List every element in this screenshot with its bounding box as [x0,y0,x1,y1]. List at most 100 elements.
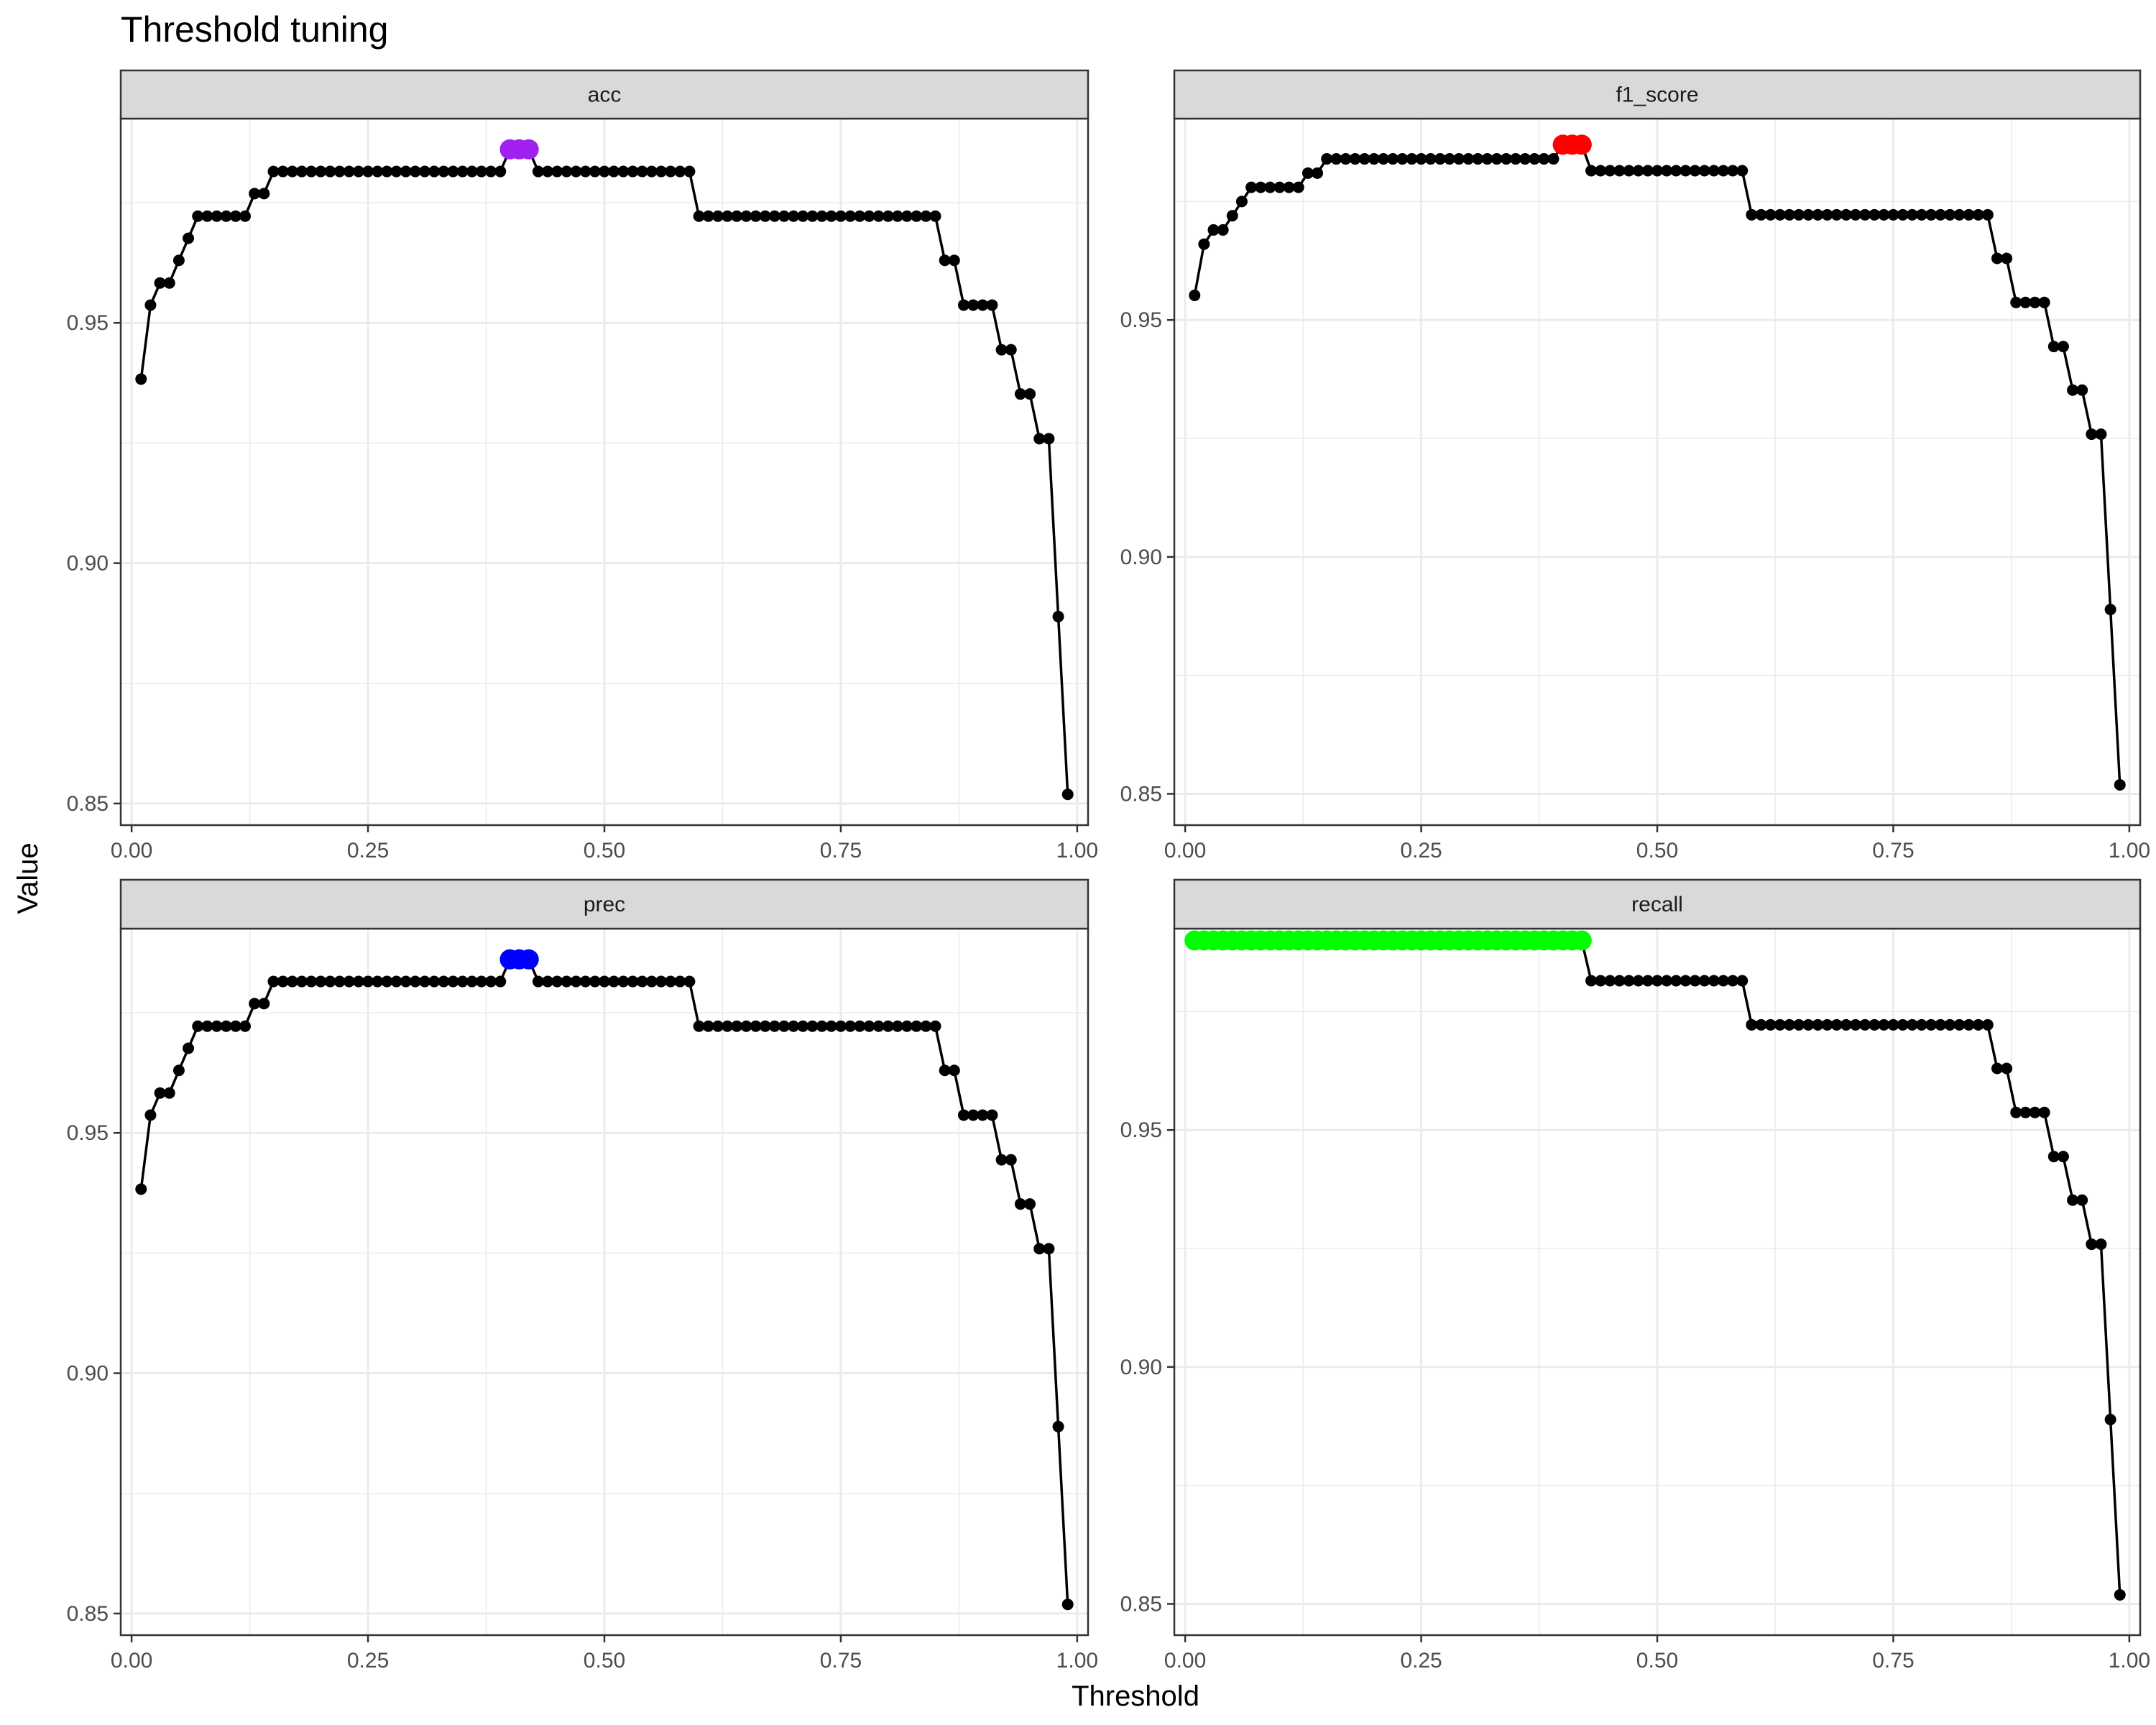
data-point [201,210,213,222]
data-point [229,1020,241,1032]
data-point [154,1087,166,1099]
y-tick-label: 0.90 [67,552,109,576]
data-point [419,165,431,178]
data-point [2067,1194,2079,1206]
data-point [1378,153,1390,165]
panel-grid [121,119,1088,825]
data-point [1292,181,1304,193]
data-point [617,975,630,988]
data-point [1755,208,1767,221]
data-point [1415,153,1427,165]
data-point [882,1020,894,1032]
data-point [1519,153,1531,165]
data-point [1651,165,1663,177]
data-point [863,1020,875,1032]
data-point [1915,1018,1927,1031]
data-point [1727,975,1739,987]
data-point [1953,208,1966,221]
data-point [920,210,932,222]
data-point [315,975,327,988]
data-point [1330,153,1342,165]
data-point [362,165,374,178]
data-point [532,975,544,988]
panel-acc: acc 0.00 0.25 0.50 0.75 1.00 0.85 0.90 0.95 [67,69,1098,862]
data-point [1005,344,1017,356]
data-point [693,1020,705,1032]
data-point [2038,296,2050,308]
data-point [381,165,393,178]
data-point [1604,165,1616,177]
data-point [1043,433,1055,445]
data-point [1774,1018,1786,1031]
data-point [882,210,894,222]
data-point [532,165,544,178]
data-point [1061,788,1074,801]
data-point [844,1020,857,1032]
data-point [1661,975,1673,987]
data-point [570,975,582,988]
data-point [1840,208,1852,221]
data-point [645,165,658,178]
data-point [1661,165,1673,177]
data-point [305,975,318,988]
data-point [494,165,507,178]
data-point [1981,208,1994,221]
data-point [1878,1018,1890,1031]
data-point [1736,975,1749,987]
data-point [1906,1018,1918,1031]
x-tick-label: 0.75 [1872,839,1914,862]
data-point [1198,238,1210,250]
data-point [1859,208,1871,221]
data-point [267,165,280,178]
data-point [2067,384,2079,396]
data-point [2095,1238,2107,1251]
facet-strip [119,878,1089,930]
x-axis-title: Threshold [1072,1680,1199,1712]
data-point [2047,1151,2060,1163]
y-tick-label: 0.90 [1120,1356,1162,1379]
data-points [135,949,1074,1611]
data-point [295,165,308,178]
data-point [1024,388,1036,400]
data-point [2057,1151,2069,1163]
data-point [655,975,667,988]
data-point [1595,975,1607,987]
data-point [948,1064,960,1077]
data-point [1014,388,1026,400]
data-point [1632,975,1644,987]
x-tick-label: 1.00 [2109,1649,2150,1673]
data-point [825,210,837,222]
data-point [939,1064,951,1077]
data-point [1641,975,1654,987]
data-point [693,210,705,222]
data-point [172,254,185,267]
data-point [863,210,875,222]
data-point [2086,1238,2098,1251]
data-point [788,210,800,222]
data-point [911,1020,923,1032]
data-point [702,1020,714,1032]
data-point [1453,153,1465,165]
data-point [229,210,241,222]
data-point [1963,1018,1975,1031]
data-point [542,975,554,988]
y-tick-label: 0.95 [1120,1118,1162,1142]
data-point [1302,167,1314,179]
panel-recall: recall 0.00 0.25 0.50 0.75 1.00 0.85 0.90 0.95 [1120,878,2150,1673]
data-point [163,1087,175,1099]
data-point [636,165,648,178]
x-tick-label: 0.25 [1400,1649,1442,1673]
data-point [986,299,998,311]
data-point [1595,165,1607,177]
data-point [1802,1018,1815,1031]
data-point [759,210,771,222]
data-point [447,165,459,178]
chart-title: Threshold tuning [121,9,388,50]
data-point [957,299,969,311]
data-point [939,254,951,267]
data-point [2019,296,2032,308]
data-point [220,210,232,222]
data-point [1623,975,1635,987]
data-point [561,975,573,988]
data-point [2114,1588,2126,1601]
